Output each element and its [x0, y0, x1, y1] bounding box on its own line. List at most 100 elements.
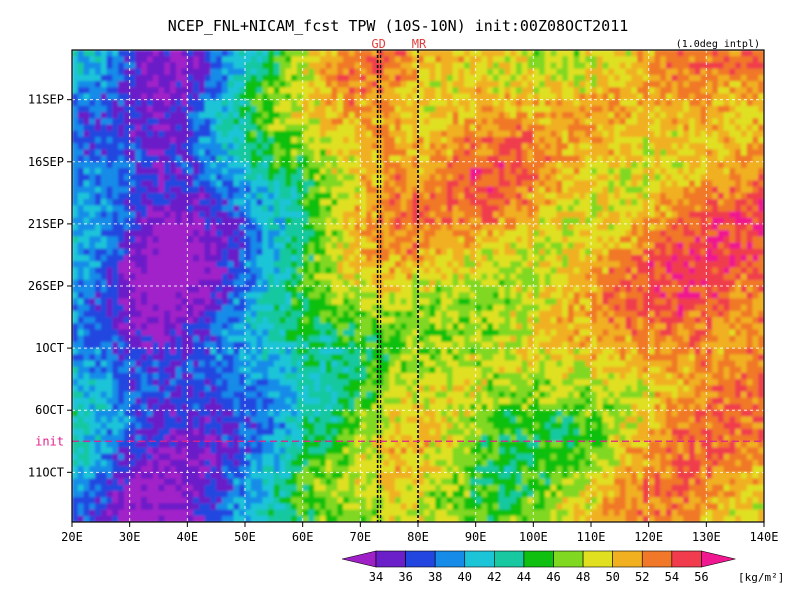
heatmap-cell — [100, 410, 108, 418]
heatmap-cell — [193, 236, 200, 244]
heatmap-cell — [296, 112, 304, 119]
heatmap-cell — [129, 199, 137, 206]
heatmap-cell — [291, 50, 298, 57]
heatmap-cell — [296, 199, 304, 206]
heatmap-cell — [268, 223, 275, 231]
heatmap-cell — [198, 453, 206, 461]
heatmap-cell — [412, 130, 419, 138]
heatmap-cell — [106, 286, 113, 293]
heatmap-cell — [262, 404, 269, 411]
heatmap-cell — [268, 199, 275, 206]
heatmap-cell — [193, 174, 200, 182]
heatmap-cell — [216, 478, 223, 486]
heatmap-cell — [343, 404, 350, 411]
heatmap-cell — [308, 130, 315, 138]
heatmap-cell — [187, 236, 194, 244]
heatmap-cell — [314, 93, 321, 101]
heatmap-cell — [400, 279, 408, 287]
heatmap-cell — [216, 267, 223, 275]
heatmap-cell — [423, 174, 431, 182]
heatmap-cell — [221, 497, 229, 504]
heatmap-cell — [181, 87, 188, 95]
heatmap-cell — [446, 310, 454, 318]
heatmap-cell — [273, 286, 281, 293]
heatmap-cell — [112, 223, 119, 231]
heatmap-cell — [360, 416, 367, 424]
heatmap-cell — [360, 242, 367, 250]
heatmap-cell — [77, 323, 85, 331]
heatmap-cell — [371, 74, 379, 82]
heatmap-cell — [302, 248, 310, 256]
heatmap-cell — [337, 484, 344, 492]
heatmap-cell — [216, 192, 223, 200]
heatmap-cell — [164, 317, 171, 324]
heatmap-cell — [239, 130, 246, 138]
heatmap-cell — [291, 310, 298, 318]
heatmap-cell — [256, 509, 263, 517]
heatmap-cell — [158, 478, 165, 486]
heatmap-cell — [89, 267, 96, 275]
heatmap-cell — [198, 68, 206, 76]
heatmap-cell — [175, 62, 183, 70]
heatmap-cell — [273, 161, 281, 169]
heatmap-cell — [325, 329, 333, 337]
heatmap-cell — [77, 497, 85, 504]
heatmap-cell — [77, 192, 85, 200]
heatmap-cell — [423, 323, 431, 331]
heatmap-cell — [296, 404, 304, 411]
heatmap-cell — [175, 391, 183, 399]
heatmap-cell — [319, 379, 327, 386]
heatmap-cell — [325, 168, 333, 175]
heatmap-cell — [302, 174, 310, 182]
heatmap-cell — [106, 236, 113, 244]
heatmap-cell — [146, 118, 154, 126]
heatmap-cell — [170, 136, 177, 144]
heatmap-cell — [273, 93, 281, 101]
heatmap-cell — [256, 435, 263, 442]
heatmap-cell — [441, 422, 448, 430]
heatmap-cell — [227, 304, 235, 312]
heatmap-cell — [227, 199, 235, 206]
heatmap-cell — [406, 459, 413, 467]
heatmap-cell — [141, 267, 148, 275]
heatmap-cell — [112, 50, 119, 57]
heatmap-cell — [216, 459, 223, 467]
heatmap-cell — [389, 261, 396, 268]
heatmap-cell — [308, 248, 315, 256]
heatmap-cell — [406, 286, 413, 293]
heatmap-cell — [158, 323, 165, 331]
heatmap-cell — [325, 397, 333, 405]
heatmap-cell — [371, 155, 379, 163]
heatmap-cell — [441, 56, 448, 64]
heatmap-cell — [337, 447, 344, 455]
heatmap-cell — [204, 62, 211, 70]
heatmap-cell — [291, 503, 298, 511]
heatmap-cell — [262, 472, 269, 480]
heatmap-cell — [412, 404, 419, 411]
heatmap-cell — [152, 286, 160, 293]
heatmap-cell — [106, 230, 113, 237]
heatmap-cell — [152, 484, 160, 492]
heatmap-cell — [331, 130, 338, 138]
heatmap-cell — [337, 205, 344, 213]
heatmap-cell — [118, 105, 125, 113]
heatmap-cell — [406, 217, 413, 225]
heatmap-cell — [152, 74, 160, 82]
heatmap-cell — [152, 199, 160, 206]
heatmap-cell — [343, 335, 350, 343]
heatmap-cell — [233, 248, 240, 256]
heatmap-cell — [129, 62, 137, 70]
heatmap-cell — [158, 87, 165, 95]
heatmap-cell — [348, 335, 356, 343]
heatmap-cell — [331, 248, 338, 256]
heatmap-cell — [250, 50, 258, 57]
heatmap-cell — [441, 254, 448, 262]
heatmap-cell — [77, 230, 85, 237]
heatmap-cell — [389, 87, 396, 95]
heatmap-cell — [72, 484, 79, 492]
heatmap-cell — [446, 242, 454, 250]
heatmap-cell — [141, 323, 148, 331]
heatmap-cell — [250, 267, 258, 275]
heatmap-cell — [441, 192, 448, 200]
heatmap-cell — [348, 472, 356, 480]
